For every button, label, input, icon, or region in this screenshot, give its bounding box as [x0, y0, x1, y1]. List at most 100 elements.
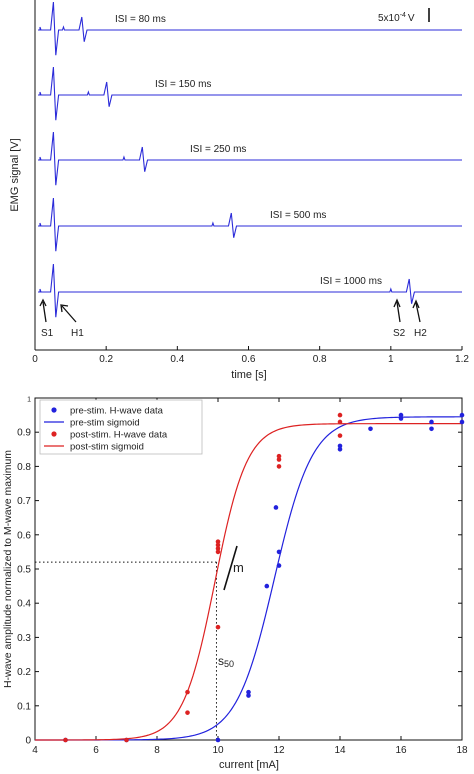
trace-label: ISI = 80 ms	[115, 14, 166, 25]
recruitment-ticks: 4 6 8 10 12 14 16 18 0 0.1 0.2 0.3 0.4 0.5 0.6 0.7 0.8 0.…	[17, 397, 468, 757]
data-point-0	[368, 426, 373, 432]
emg-traces: ISI = 80 ms ISI = 150 ms ISI = 250 ms ISI =…	[38, 1, 462, 318]
s1-arrow	[42, 301, 47, 323]
legend-entry-post-sigmoid: post-stim sigmoid	[44, 442, 144, 453]
recruitment-points	[63, 412, 465, 743]
h2-arrow	[415, 302, 421, 323]
legend-box	[39, 399, 203, 455]
legend: pre-stim. H-wave data pre-stim sigmoid p…	[39, 399, 203, 455]
rc-y-tick-label: 0.9	[17, 428, 31, 439]
emg-trace	[38, 197, 462, 252]
rc-x-tick-label: 16	[395, 745, 407, 756]
s2-label: S2	[393, 328, 406, 339]
data-point-2	[337, 412, 343, 418]
legend-entry-pre-data: pre-stim. H-wave data	[51, 406, 164, 417]
legend-marker-post-data	[51, 431, 57, 437]
rc-y-tick-label: 0.2	[17, 667, 31, 678]
legend-label-post-sigmoid: post-stim sigmoid	[70, 442, 144, 453]
s2-arrowhead	[393, 298, 401, 308]
data-point-2	[185, 689, 190, 695]
data-point-0	[429, 426, 434, 432]
emg-trace	[38, 131, 462, 186]
rc-y-tick-label: 0.4	[17, 599, 31, 610]
emg-x-tick-label: 1	[388, 354, 394, 365]
emg-trace	[38, 1, 462, 56]
data-point-2	[124, 737, 129, 743]
emg-x-ticks: 0 0.2 0.4 0.6 0.8 1 1.2	[32, 346, 469, 365]
rc-y-tick-label: 0.3	[17, 633, 31, 644]
data-point-0	[337, 443, 343, 449]
data-point-2	[276, 453, 282, 459]
rc-y-tick-label: 0.8	[17, 462, 31, 473]
scale-bar: 5x10-4 V	[378, 8, 430, 24]
emg-x-label: time [s]	[231, 369, 266, 381]
rc-x-tick-label: 18	[456, 745, 468, 756]
s1-arrowhead	[39, 298, 47, 307]
legend-entry-post-data: post-stim. H-wave data	[51, 430, 168, 441]
h2-label: H2	[414, 328, 427, 339]
legend-marker-pre-data	[51, 407, 57, 413]
emg-x-tick-label: 0.2	[99, 354, 113, 365]
recruitment-y-label: H-wave amplitude normalized to M-wave ma…	[2, 450, 14, 688]
s50-label: s50	[218, 654, 234, 669]
rc-y-tick-label: 1	[27, 397, 31, 404]
slope-label: m	[233, 560, 244, 575]
legend-label-post-data: post-stim. H-wave data	[70, 430, 168, 441]
emg-annotations: S1 H1 S2 H2	[39, 298, 427, 339]
rc-y-tick-label: 0.6	[17, 530, 31, 541]
emg-x-tick-label: 0.4	[170, 354, 184, 365]
data-point-2	[215, 624, 221, 630]
trace-label: ISI = 500 ms	[270, 210, 326, 221]
data-point-2	[337, 433, 343, 438]
recruitment-curves	[35, 416, 462, 741]
emg-trace	[38, 66, 462, 121]
recruitment-x-label: current [mA]	[219, 759, 279, 771]
trace-label: ISI = 1000 ms	[320, 276, 382, 287]
data-point-0	[215, 737, 221, 743]
h1-arrowhead	[60, 304, 69, 313]
data-point-0	[459, 412, 465, 418]
data-point-2	[185, 710, 190, 715]
data-point-2	[63, 737, 68, 743]
data-point-0	[273, 505, 279, 510]
emg-x-tick-label: 0	[32, 354, 38, 365]
trace-label: ISI = 250 ms	[190, 144, 246, 155]
emg-x-tick-label: 0.8	[313, 354, 327, 365]
data-point-0	[459, 419, 465, 425]
rc-y-tick-label: 0	[25, 736, 31, 747]
rc-x-tick-label: 12	[273, 745, 285, 756]
rc-x-tick-label: 4	[32, 745, 38, 756]
data-point-0	[246, 693, 251, 698]
scale-bar-label: 5x10-4 V	[378, 12, 415, 24]
emg-panel: ISI = 80 ms ISI = 150 ms ISI = 250 ms ISI =…	[9, 0, 469, 381]
data-point-0	[398, 416, 404, 421]
rc-y-tick-label: 0.7	[17, 496, 31, 507]
data-point-0	[398, 412, 404, 418]
data-point-2	[215, 542, 221, 548]
data-point-2	[276, 464, 282, 469]
data-point-2	[215, 539, 221, 544]
recruitment-panel: 4 6 8 10 12 14 16 18 0 0.1 0.2 0.3 0.4 0.5 0.6 0.7 0.8 0.…	[2, 397, 468, 772]
rc-x-tick-label: 10	[212, 745, 224, 756]
emg-x-tick-label: 0.6	[242, 354, 256, 365]
rc-y-tick-label: 0.1	[17, 701, 31, 712]
rc-x-tick-label: 6	[93, 745, 99, 756]
emg-x-tick-label: 1.2	[455, 354, 469, 365]
data-point-2	[215, 549, 221, 555]
h1-label: H1	[71, 328, 84, 339]
s1-label: S1	[41, 328, 54, 339]
data-point-0	[276, 563, 282, 568]
data-point-0	[337, 447, 343, 452]
rc-x-tick-label: 14	[334, 745, 346, 756]
data-point-2	[337, 419, 343, 425]
rc-x-tick-label: 8	[154, 745, 160, 756]
data-point-2	[215, 546, 221, 551]
data-point-0	[264, 583, 270, 589]
sigmoid-curve-3	[35, 423, 462, 741]
h2-arrowhead	[412, 299, 420, 309]
slope-marker	[223, 545, 238, 591]
data-point-0	[246, 689, 251, 695]
legend-label-pre-sigmoid: pre-stim sigmoid	[70, 418, 140, 429]
s2-arrow	[396, 301, 401, 323]
